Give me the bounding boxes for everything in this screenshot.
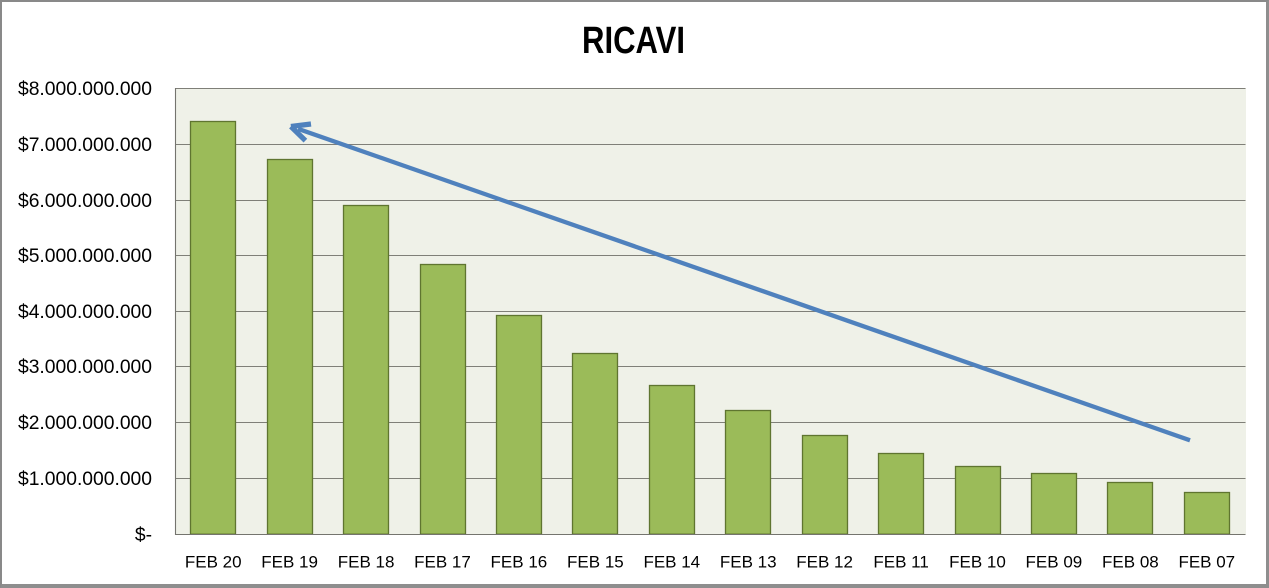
svg-text:FEB 13: FEB 13 <box>720 553 777 572</box>
svg-text:FEB 15: FEB 15 <box>567 553 624 572</box>
svg-text:$4.000.000.000: $4.000.000.000 <box>18 302 152 323</box>
svg-text:$1.000.000.000: $1.000.000.000 <box>18 469 152 490</box>
svg-text:$7.000.000.000: $7.000.000.000 <box>18 135 152 156</box>
svg-text:RICAVI: RICAVI <box>582 20 685 62</box>
svg-text:FEB 18: FEB 18 <box>338 553 395 572</box>
svg-text:$2.000.000.000: $2.000.000.000 <box>18 413 152 434</box>
svg-text:$8.000.000.000: $8.000.000.000 <box>18 79 152 100</box>
svg-text:FEB 12: FEB 12 <box>796 553 853 572</box>
svg-text:FEB 17: FEB 17 <box>414 553 471 572</box>
svg-text:FEB 11: FEB 11 <box>873 553 928 572</box>
svg-text:$-: $- <box>135 525 152 546</box>
svg-text:FEB 14: FEB 14 <box>643 553 700 572</box>
svg-text:FEB 08: FEB 08 <box>1102 553 1159 572</box>
svg-text:FEB 07: FEB 07 <box>1178 553 1235 572</box>
svg-text:$5.000.000.000: $5.000.000.000 <box>18 246 152 267</box>
svg-text:FEB 19: FEB 19 <box>261 553 318 572</box>
svg-text:$3.000.000.000: $3.000.000.000 <box>18 357 152 378</box>
svg-text:FEB 09: FEB 09 <box>1026 553 1083 572</box>
svg-text:FEB 10: FEB 10 <box>949 553 1006 572</box>
svg-text:FEB 16: FEB 16 <box>491 553 548 572</box>
svg-text:FEB 20: FEB 20 <box>185 553 242 572</box>
svg-text:$6.000.000.000: $6.000.000.000 <box>18 191 152 212</box>
